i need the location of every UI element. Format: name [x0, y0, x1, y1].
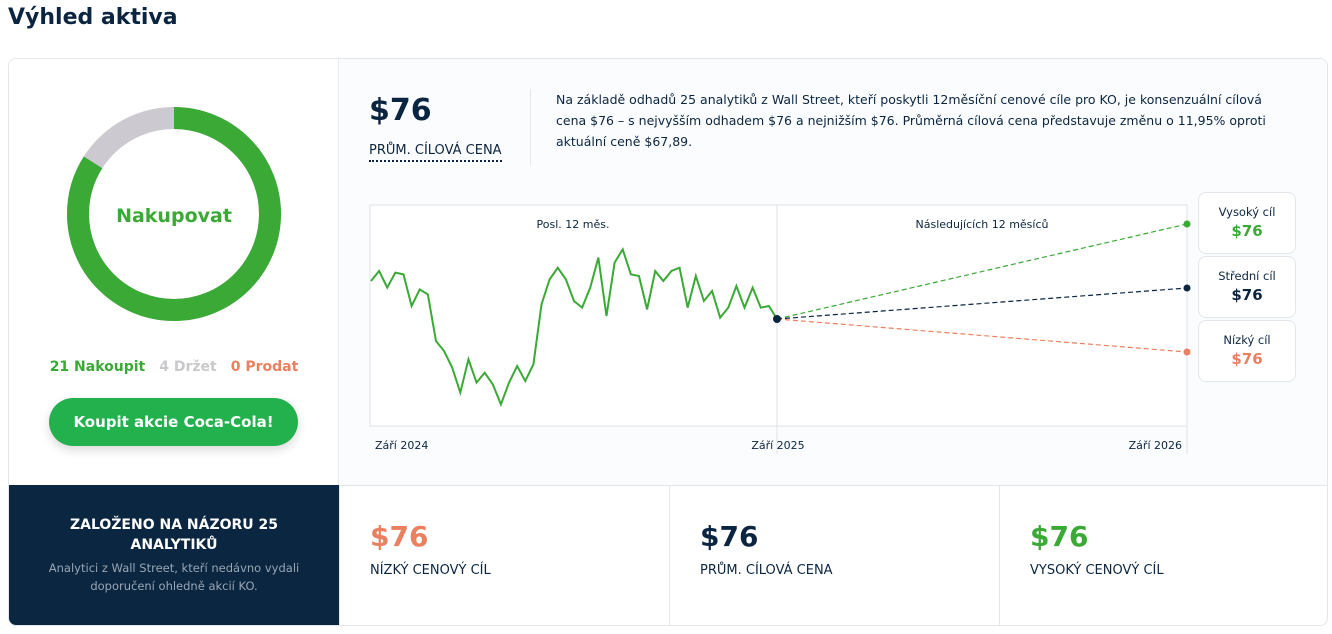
low-target-box: Nízký cíl $76 [1198, 320, 1296, 382]
page-title: Výhled aktiva [8, 5, 178, 30]
donut-buy-segment [67, 107, 281, 321]
current-price-point [773, 315, 781, 323]
mid-target-value: $76 [1231, 286, 1263, 304]
target-point [1183, 220, 1191, 228]
mid-target-box: Střední cíl $76 [1198, 256, 1296, 318]
analysts-title: ZALOŽENO NA NÁZORU 25 ANALYTIKŮ [69, 517, 279, 553]
consensus-donut [67, 107, 281, 321]
forecast-panel: $76 PRŮM. CÍLOVÁ CENA Na základě odhadů … [339, 59, 1327, 485]
future-period-label: Následujících 12 měsíců [916, 218, 1049, 231]
analysts-subtitle: Analytici z Wall Street, kteří nedávno v… [48, 561, 300, 593]
target-point [1183, 348, 1191, 356]
mid-target-label: Střední cíl [1218, 269, 1276, 283]
consensus-panel: Nakupovat 21 Nakoupit 4 Držet 0 Prodat Kou… [9, 59, 339, 485]
average-target-value: $76 [369, 93, 432, 128]
high-target-stat: $76 VYSOKÝ CENOVÝ CÍL [999, 485, 1327, 625]
price-forecast-chart: Posl. 12 měs. Následujících 12 měsíců Zá… [369, 204, 1191, 454]
sell-count: 0 Prodat [230, 359, 299, 375]
divider [530, 89, 531, 165]
buy-count: 21 Nakoupit [49, 359, 146, 375]
average-target-label[interactable]: PRŮM. CÍLOVÁ CENA [369, 143, 502, 162]
forecast-description: Na základě odhadů 25 analytiků z Wall St… [556, 92, 1266, 149]
stat-label: PRŮM. CÍLOVÁ CENA [700, 563, 833, 578]
high-target-box: Vysoký cíl $76 [1198, 192, 1296, 254]
buy-stock-button[interactable]: Koupit akcie Coca-Cola! [49, 398, 298, 446]
projection-line [776, 287, 1188, 320]
stat-value: $76 [700, 520, 759, 553]
x-tick-label: Září 2024 [375, 439, 428, 452]
stat-label: VYSOKÝ CENOVÝ CÍL [1030, 563, 1164, 578]
x-tick-label: Září 2025 [751, 439, 804, 452]
consensus-label: Nakupovat [116, 205, 232, 227]
stat-label: NÍZKÝ CENOVÝ CÍL [370, 563, 491, 578]
target-point [1183, 284, 1191, 292]
stat-value: $76 [370, 520, 429, 553]
high-target-value: $76 [1231, 222, 1263, 240]
rating-counts: 21 Nakoupit 4 Držet 0 Prodat [9, 359, 339, 375]
price-history-line [370, 247, 778, 408]
low-target-value: $76 [1231, 350, 1263, 368]
low-target-stat: $76 NÍZKÝ CENOVÝ CÍL [339, 485, 669, 625]
high-target-label: Vysoký cíl [1218, 205, 1276, 219]
x-tick-label: Září 2026 [1129, 439, 1182, 452]
hold-count: 4 Držet [159, 359, 217, 375]
low-target-label: Nízký cíl [1223, 333, 1271, 347]
stat-value: $76 [1030, 520, 1089, 553]
analysts-summary: ZALOŽENO NA NÁZORU 25 ANALYTIKŮ Analytic… [9, 485, 339, 625]
forecast-card: Nakupovat 21 Nakoupit 4 Držet 0 Prodat Kou… [8, 58, 1328, 626]
average-target-stat: $76 PRŮM. CÍLOVÁ CENA [669, 485, 999, 625]
projection-line [776, 318, 1188, 353]
projection-line [776, 223, 1188, 320]
past-period-label: Posl. 12 měs. [537, 218, 610, 231]
